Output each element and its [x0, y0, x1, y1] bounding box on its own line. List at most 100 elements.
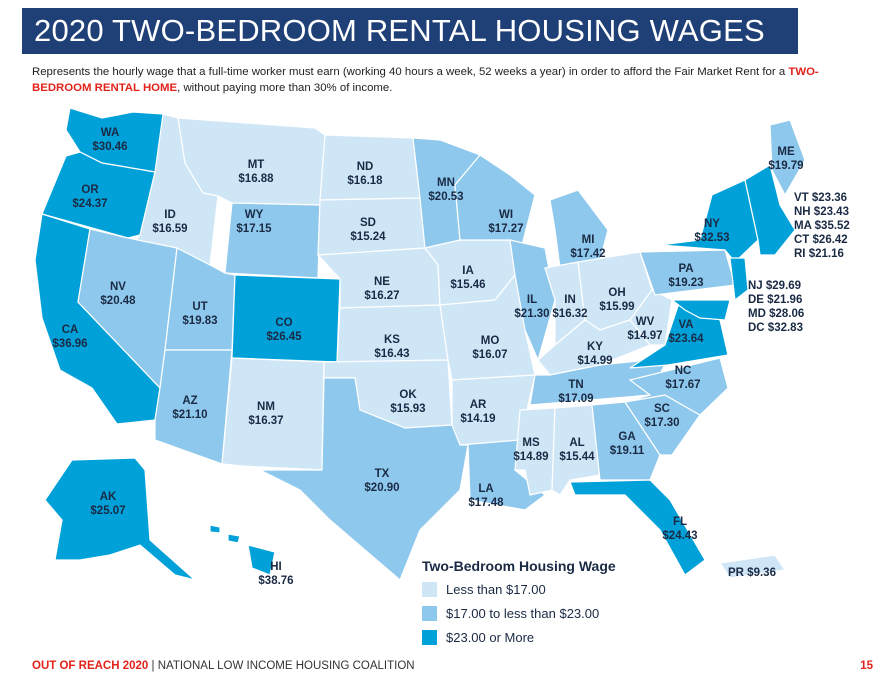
state-wage-tx: $20.90 [364, 482, 399, 494]
state-wage-ok: $15.93 [390, 403, 425, 415]
footer-source-bold: OUT OF REACH 2020 [32, 660, 149, 672]
state-ga [591, 401, 661, 481]
state-ut [164, 247, 236, 351]
state-label-oh: OH [608, 287, 625, 299]
state-mo [439, 273, 536, 381]
state-label-va: VA [678, 319, 693, 331]
northeast-wage-vt: VT $23.36 [794, 192, 848, 204]
state-label-sc: SC [654, 403, 670, 415]
northeast-wage-ma: MA $35.52 [794, 220, 850, 232]
state-label-pa: PA [678, 263, 693, 275]
state-wage-ak: $25.07 [90, 505, 125, 517]
state-wage-sc: $17.30 [644, 417, 679, 429]
state-label-co: CO [275, 317, 292, 329]
state-wage-me: $19.79 [768, 160, 803, 172]
legend-label-dark: $23.00 or More [446, 630, 535, 645]
state-wage-wv: $14.97 [627, 330, 662, 342]
state-me [769, 119, 806, 197]
legend-title: Two-Bedroom Housing Wage [422, 558, 616, 574]
state-label-mi: MI [582, 234, 595, 246]
state-wy [224, 202, 321, 279]
state-label-il: IL [527, 294, 537, 306]
state-wage-az: $21.10 [172, 409, 207, 421]
state-hi-3 [247, 544, 276, 576]
state-label-wv: WV [636, 316, 655, 328]
state-wage-ne: $16.27 [364, 290, 399, 302]
state-wage-va: $23.64 [668, 333, 704, 345]
state-wage-tn: $17.09 [558, 393, 593, 405]
state-wage-or: $24.37 [72, 198, 107, 210]
legend-swatch-dark [422, 630, 437, 645]
subtitle-highlight: TWO-BEDROOM RENTAL HOME [32, 66, 819, 94]
state-label-fl: FL [673, 516, 687, 528]
midatlantic-wage-list: NJ $29.69 DE $21.96 MD $28.06 DC $32.83 [748, 279, 804, 335]
state-wage-ia: $15.46 [450, 279, 485, 291]
state-wage-ms: $14.89 [513, 451, 548, 463]
midatlantic-wage-de: DE $21.96 [748, 294, 803, 306]
state-label-ga: GA [618, 431, 635, 443]
state-wage-oh: $15.99 [599, 301, 634, 313]
state-label-al: AL [569, 437, 584, 449]
state-wage-ga: $19.11 [610, 445, 645, 457]
state-wage-in: $16.32 [552, 308, 587, 320]
state-wage-wy: $17.15 [236, 223, 272, 235]
state-nj [729, 257, 749, 302]
state-label-or: OR [81, 184, 99, 196]
state-label-nd: ND [357, 161, 374, 173]
state-label-id: ID [164, 209, 176, 221]
state-label-ut: UT [192, 301, 207, 313]
state-label-az: AZ [182, 395, 197, 407]
state-label-ny: NY [704, 218, 720, 230]
midatlantic-wage-md: MD $28.06 [748, 308, 805, 320]
state-wage-ut: $19.83 [182, 315, 217, 327]
state-wage-mt: $16.88 [238, 173, 274, 185]
page-title: 2020 TWO-BEDROOM RENTAL HOUSING WAGES [34, 13, 765, 48]
state-hi-2 [227, 533, 241, 544]
footer: OUT OF REACH 2020 | NATIONAL LOW INCOME … [32, 660, 415, 672]
state-wage-ar: $14.19 [460, 413, 495, 425]
state-tx [259, 377, 469, 582]
state-wage-wa: $30.46 [92, 141, 127, 153]
state-wage-hi: $38.76 [258, 575, 293, 587]
state-label-wy: WY [245, 209, 264, 221]
legend-label-light: Less than $17.00 [446, 582, 546, 597]
state-wage-mn: $20.53 [428, 191, 463, 203]
state-label-ks: KS [384, 334, 400, 346]
state-pr [718, 554, 787, 579]
legend-swatch-light [422, 582, 437, 597]
legend-label-mid: $17.00 to less than $23.00 [446, 606, 600, 621]
state-wage-ca: $36.96 [52, 338, 87, 350]
state-fl [569, 479, 706, 576]
northeast-wage-ri: RI $21.16 [794, 248, 844, 260]
state-label-nc: NC [675, 365, 692, 377]
northeast-wage-ct: CT $26.42 [794, 234, 848, 246]
page-number: 15 [860, 660, 873, 672]
state-wage-nc: $17.67 [665, 379, 700, 391]
state-wage-mi: $17.42 [570, 248, 605, 260]
state-label-ca: CA [62, 324, 79, 336]
state-wage-ks: $16.43 [374, 348, 409, 360]
state-label-ne: NE [374, 276, 390, 288]
footer-source: NATIONAL LOW INCOME HOUSING COALITION [157, 660, 415, 672]
state-label-in: IN [564, 294, 576, 306]
state-label-sd: SD [360, 217, 376, 229]
state-label-ok: OK [399, 389, 417, 401]
state-wv [629, 289, 673, 346]
state-nm [221, 357, 325, 471]
subtitle-text-end: , without paying more than 30% of income… [177, 82, 393, 94]
state-label-wi: WI [499, 209, 513, 221]
state-nc [624, 357, 729, 416]
legend: Two-Bedroom Housing Wage Less than $17.0… [416, 552, 716, 658]
state-label-wa: WA [101, 127, 120, 139]
legend-item-light: Less than $17.00 [422, 582, 716, 597]
state-hi [209, 524, 221, 534]
state-wage-sd: $15.24 [350, 231, 386, 243]
state-wage-la: $17.48 [468, 497, 504, 509]
state-label-hi: HI [270, 561, 282, 573]
state-label-mt: MT [248, 159, 265, 171]
state-label-ky: KY [587, 341, 603, 353]
state-wage-nd: $16.18 [347, 175, 383, 187]
state-label-la: LA [478, 483, 493, 495]
legend-item-mid: $17.00 to less than $23.00 [422, 606, 716, 621]
